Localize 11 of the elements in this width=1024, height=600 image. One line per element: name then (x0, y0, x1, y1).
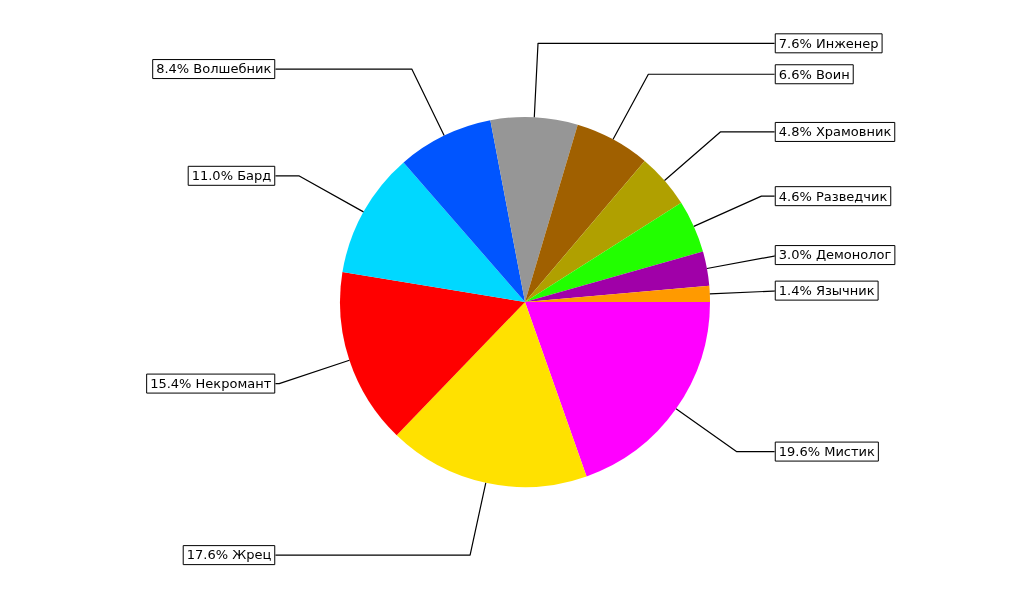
slice-label: 17.6% Жрец (186, 547, 272, 563)
slice-label: 15.4% Некромант (150, 375, 272, 391)
slice-label: 3.0% Демонолог (778, 247, 892, 263)
slice-label: 4.6% Разведчик (778, 188, 888, 204)
slice-label: 11.0% Бард (191, 168, 272, 184)
slice-label: 1.4% Язычник (778, 282, 875, 298)
slice-label: 8.4% Волшебник (156, 61, 272, 77)
slice-label: 4.8% Храмовник (778, 124, 892, 140)
slice-label: 7.6% Инженер (778, 35, 879, 51)
slice-label: 19.6% Мистик (778, 443, 876, 459)
slice-label: 6.6% Воин (778, 66, 850, 82)
